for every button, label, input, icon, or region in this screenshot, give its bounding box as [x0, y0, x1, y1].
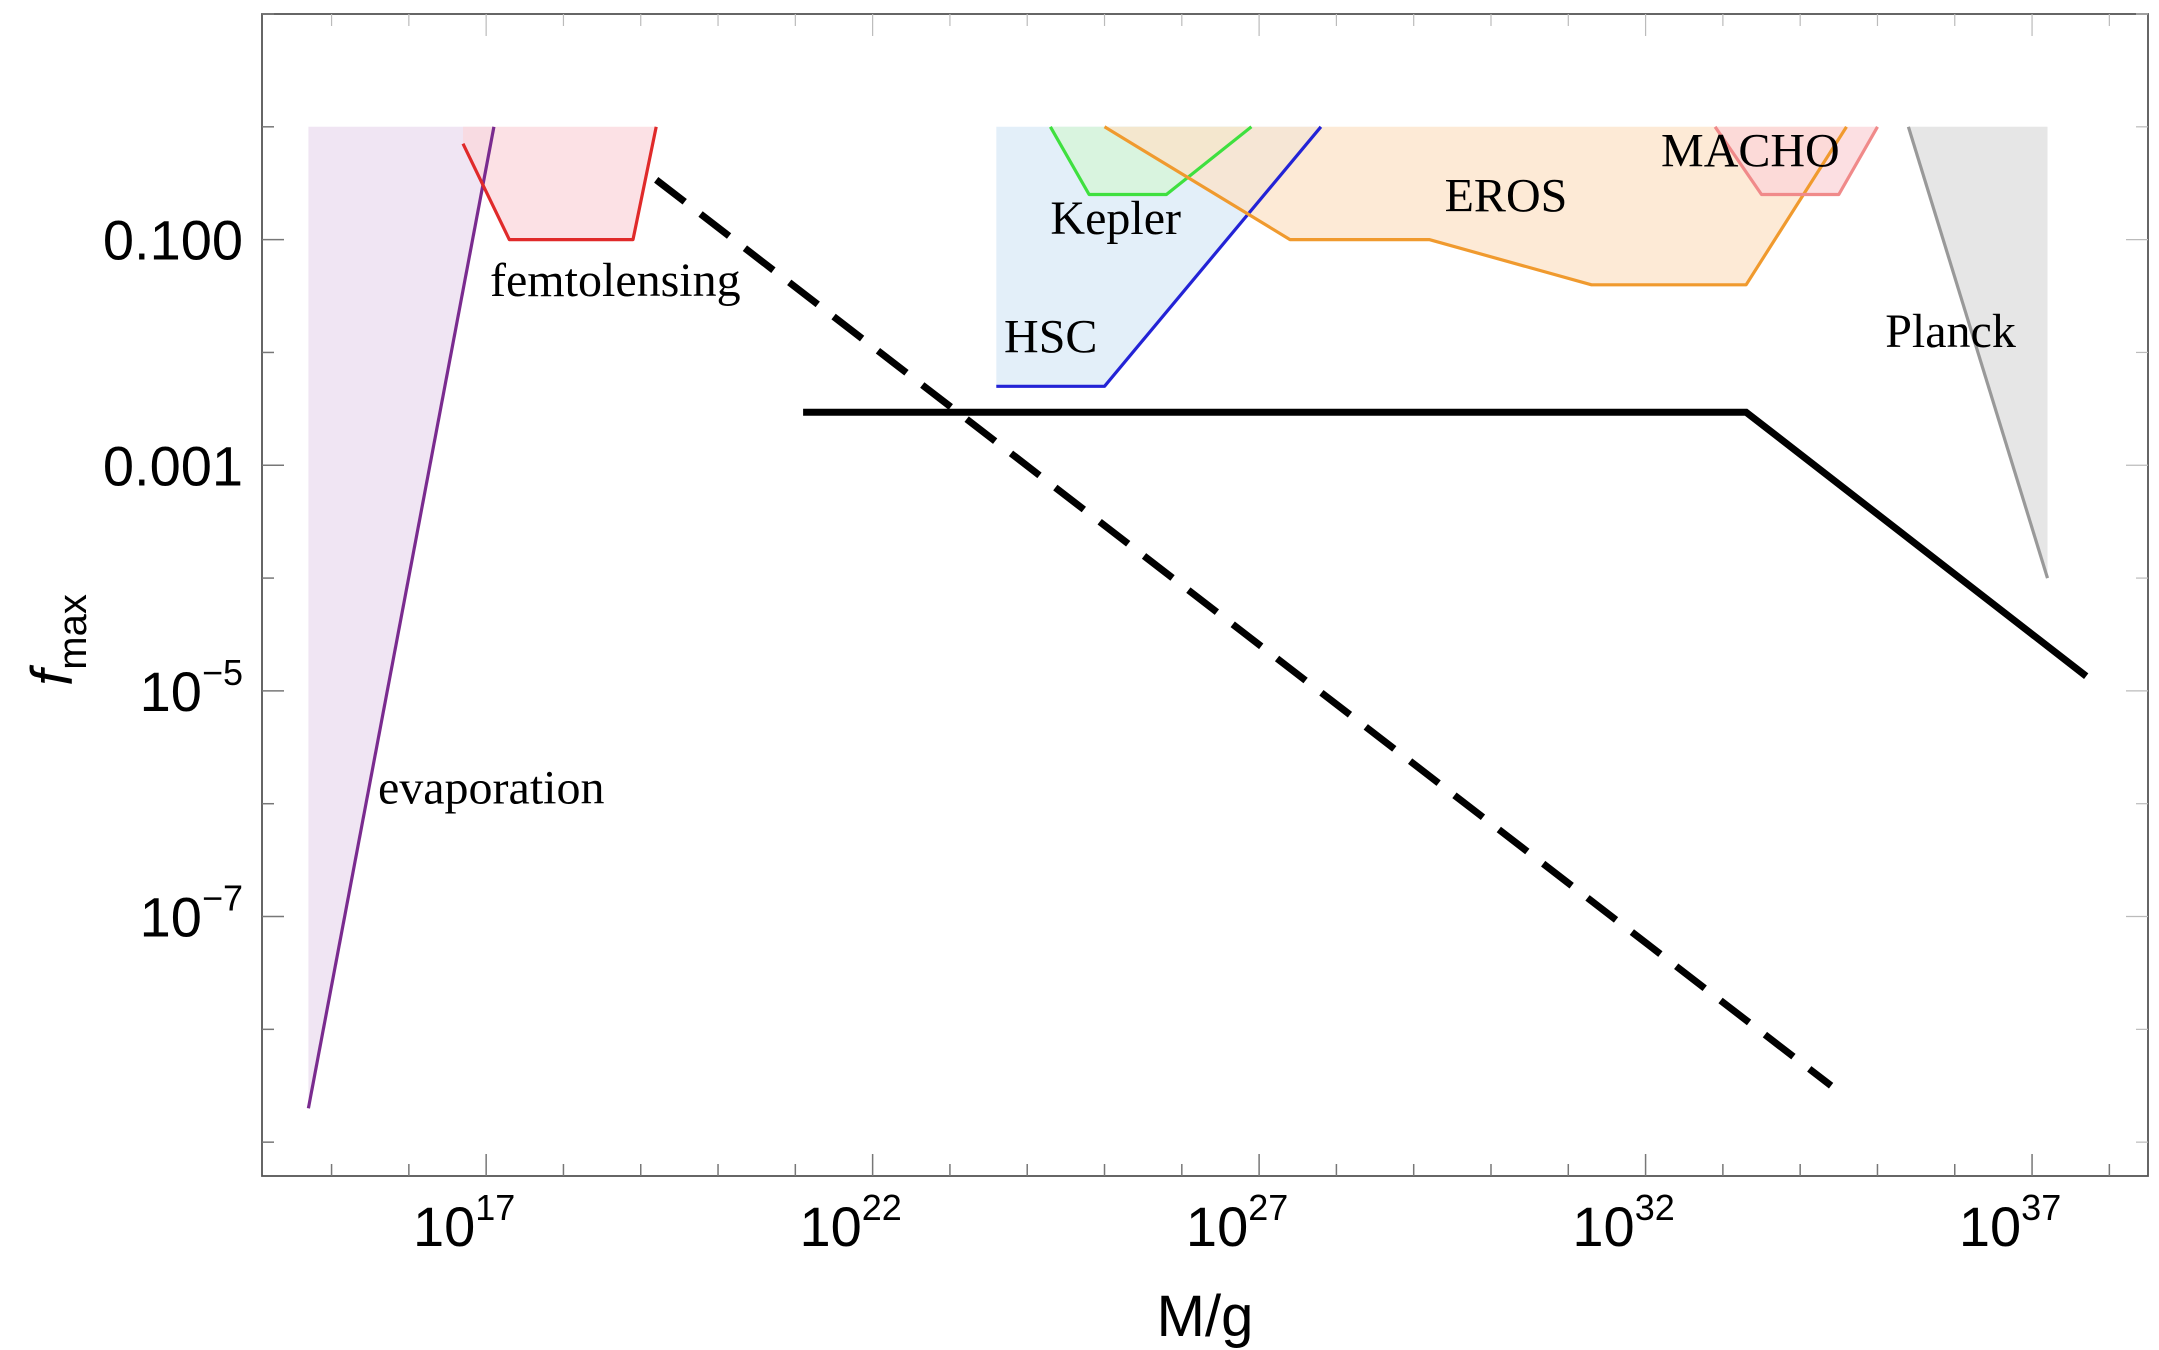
y-tick-label: 0.001: [103, 434, 243, 497]
region-label-femtolensing: femtolensing: [490, 254, 741, 307]
constraint-boundaries: [306, 125, 2050, 1109]
region-boundary-evaporation: [306, 126, 496, 1109]
x-tick-label: 1037: [1959, 1187, 2061, 1258]
region-boundary-macho: [1713, 125, 1879, 197]
region-label-macho: MACHO: [1661, 124, 1840, 177]
x-tick-label: 1032: [1572, 1187, 1674, 1258]
region-label-kepler: Kepler: [1050, 192, 1181, 245]
region-label-hsc: HSC: [1004, 310, 1097, 363]
x-tick-label: 1017: [413, 1187, 515, 1258]
x-tick-label: 1022: [799, 1187, 901, 1258]
y-tick-label: 10−7: [140, 878, 243, 949]
bound-series: [654, 177, 2089, 1089]
series-line-dashed-bound: [654, 177, 1834, 1089]
y-axis-title: fmax: [20, 594, 95, 686]
region-label-evaporation: evaporation: [378, 762, 605, 815]
y-tick-label: 10−5: [140, 652, 243, 723]
region-labels: evaporation femtolensing HSC Kepler EROS MACH…: [378, 124, 2016, 814]
region-boundary-kepler: [1049, 125, 1253, 197]
region-label-eros: EROS: [1445, 169, 1568, 222]
region-label-planck: Planck: [1885, 305, 2016, 358]
y-axis-title-sub: max: [51, 594, 95, 670]
x-tick-label: 1027: [1186, 1187, 1288, 1258]
series-line-solid-bound: [803, 408, 2089, 679]
axis-ticks: 1017 1022 1027 1032 1037 0.100 0.001 10−5 10−7: [103, 13, 2148, 1258]
y-tick-label: 0.100: [103, 209, 243, 272]
x-axis-title: M/g: [1157, 1284, 1254, 1349]
region-boundary-eros: [1103, 125, 1848, 287]
plot-frame: [261, 13, 2149, 1177]
region-boundary-femtolensing: [461, 126, 658, 242]
region-fill-femtolensing: [463, 126, 657, 240]
region-boundary-planck: [1906, 126, 2050, 579]
plot-frame-rect: [261, 13, 2149, 1177]
